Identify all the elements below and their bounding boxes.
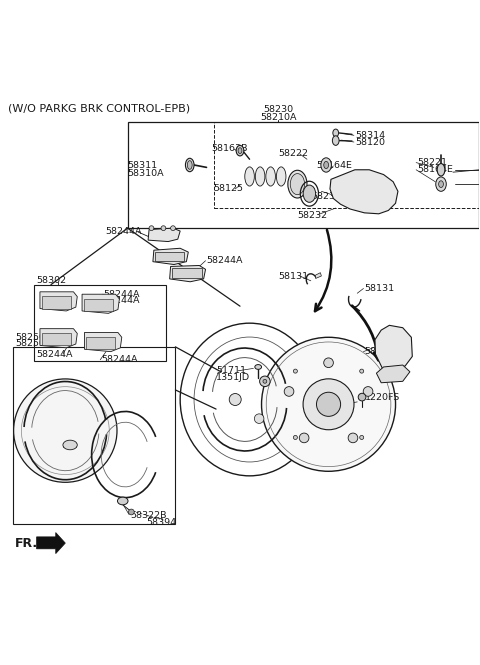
Polygon shape bbox=[376, 365, 410, 383]
Ellipse shape bbox=[266, 167, 276, 186]
Text: 58164E: 58164E bbox=[317, 162, 352, 170]
Circle shape bbox=[300, 433, 309, 443]
Ellipse shape bbox=[238, 148, 242, 154]
Bar bbox=[155, 252, 183, 261]
Ellipse shape bbox=[149, 226, 154, 231]
Ellipse shape bbox=[245, 167, 254, 186]
Ellipse shape bbox=[276, 167, 286, 186]
Ellipse shape bbox=[118, 497, 128, 505]
Text: 58233: 58233 bbox=[312, 192, 342, 201]
Text: 58244A: 58244A bbox=[104, 290, 140, 299]
Text: 58414: 58414 bbox=[312, 402, 342, 411]
Text: 58302: 58302 bbox=[36, 277, 67, 285]
Bar bbox=[172, 269, 202, 278]
Polygon shape bbox=[330, 170, 398, 214]
Text: 58163B: 58163B bbox=[211, 144, 248, 153]
Text: 58250D: 58250D bbox=[15, 339, 52, 348]
Ellipse shape bbox=[333, 129, 338, 137]
Text: 58250R: 58250R bbox=[15, 332, 52, 342]
Text: 58131: 58131 bbox=[364, 284, 395, 293]
Circle shape bbox=[13, 379, 117, 482]
Bar bbox=[86, 336, 115, 349]
Ellipse shape bbox=[236, 146, 244, 156]
Circle shape bbox=[316, 392, 341, 416]
Text: 58310A: 58310A bbox=[128, 169, 164, 178]
Circle shape bbox=[348, 433, 358, 443]
Text: 51711: 51711 bbox=[216, 366, 246, 375]
Ellipse shape bbox=[439, 181, 444, 188]
Circle shape bbox=[129, 509, 134, 515]
Ellipse shape bbox=[161, 226, 166, 231]
Ellipse shape bbox=[288, 170, 307, 198]
Polygon shape bbox=[153, 248, 188, 265]
Text: 58244A: 58244A bbox=[101, 355, 138, 364]
Text: 58120: 58120 bbox=[355, 138, 385, 146]
Bar bbox=[84, 299, 113, 311]
Ellipse shape bbox=[303, 185, 316, 202]
Circle shape bbox=[262, 337, 396, 471]
Polygon shape bbox=[40, 292, 77, 311]
Polygon shape bbox=[316, 273, 322, 279]
Text: 58222: 58222 bbox=[278, 148, 308, 158]
Ellipse shape bbox=[260, 376, 270, 386]
Polygon shape bbox=[36, 533, 65, 554]
Ellipse shape bbox=[170, 226, 175, 231]
Polygon shape bbox=[169, 265, 205, 282]
Ellipse shape bbox=[263, 380, 267, 383]
Text: 58125: 58125 bbox=[214, 184, 244, 194]
Text: 58164E: 58164E bbox=[417, 166, 453, 174]
Circle shape bbox=[284, 386, 294, 396]
Text: 1351JD: 1351JD bbox=[216, 372, 250, 382]
Circle shape bbox=[293, 436, 298, 440]
Polygon shape bbox=[84, 332, 122, 352]
Polygon shape bbox=[40, 329, 77, 348]
Ellipse shape bbox=[185, 158, 194, 172]
Text: 58311: 58311 bbox=[128, 162, 157, 170]
Ellipse shape bbox=[187, 161, 192, 170]
Ellipse shape bbox=[332, 136, 339, 146]
Polygon shape bbox=[82, 294, 120, 313]
Ellipse shape bbox=[437, 164, 445, 176]
Ellipse shape bbox=[255, 167, 265, 186]
Ellipse shape bbox=[229, 394, 241, 406]
Ellipse shape bbox=[255, 364, 262, 369]
Ellipse shape bbox=[324, 162, 328, 168]
Ellipse shape bbox=[436, 177, 446, 192]
Text: 58314: 58314 bbox=[355, 131, 385, 140]
Text: 58244A: 58244A bbox=[36, 350, 73, 358]
Bar bbox=[214, 122, 480, 208]
Polygon shape bbox=[148, 228, 180, 241]
Text: 58230: 58230 bbox=[263, 106, 293, 114]
Text: 58394: 58394 bbox=[147, 517, 177, 527]
Circle shape bbox=[363, 386, 373, 396]
Ellipse shape bbox=[358, 393, 366, 401]
Bar bbox=[12, 347, 175, 524]
Text: 58411D: 58411D bbox=[364, 347, 402, 356]
Text: 58322B: 58322B bbox=[130, 511, 167, 520]
Text: 58221: 58221 bbox=[417, 158, 447, 167]
Ellipse shape bbox=[321, 158, 331, 172]
Text: 58131: 58131 bbox=[278, 271, 309, 281]
Text: FR.: FR. bbox=[15, 537, 38, 549]
Text: 58210A: 58210A bbox=[260, 112, 297, 122]
Text: 58244A: 58244A bbox=[105, 227, 142, 237]
Text: 58232: 58232 bbox=[298, 211, 327, 219]
Ellipse shape bbox=[63, 440, 77, 450]
Circle shape bbox=[303, 379, 354, 430]
Circle shape bbox=[360, 436, 364, 440]
Circle shape bbox=[293, 369, 298, 373]
Text: 58244A: 58244A bbox=[104, 297, 140, 305]
Circle shape bbox=[360, 369, 364, 373]
Ellipse shape bbox=[254, 414, 264, 424]
Ellipse shape bbox=[290, 174, 305, 195]
Bar bbox=[42, 296, 71, 309]
Text: 1220FS: 1220FS bbox=[364, 392, 400, 402]
Bar bbox=[42, 333, 71, 345]
Bar bbox=[128, 122, 480, 228]
Polygon shape bbox=[375, 325, 412, 371]
Text: 58244A: 58244A bbox=[206, 256, 243, 265]
Text: (W/O PARKG BRK CONTROL-EPB): (W/O PARKG BRK CONTROL-EPB) bbox=[8, 104, 190, 114]
Circle shape bbox=[324, 358, 334, 368]
Bar bbox=[34, 285, 166, 361]
